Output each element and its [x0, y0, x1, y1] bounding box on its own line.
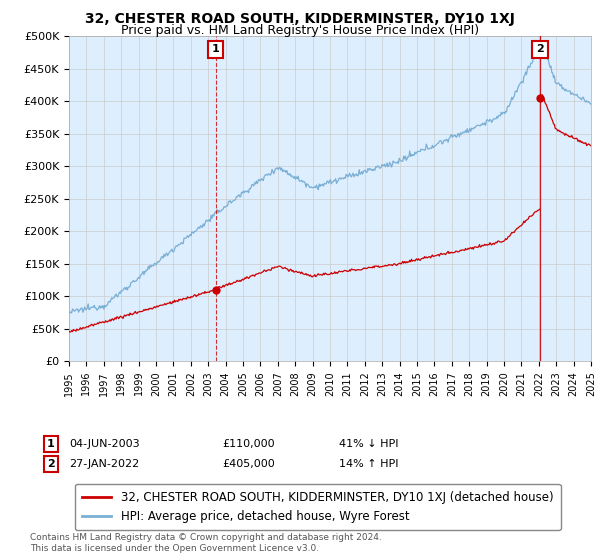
Text: Price paid vs. HM Land Registry's House Price Index (HPI): Price paid vs. HM Land Registry's House … — [121, 24, 479, 36]
Text: 14% ↑ HPI: 14% ↑ HPI — [339, 459, 398, 469]
Text: 1: 1 — [212, 44, 220, 54]
Text: 27-JAN-2022: 27-JAN-2022 — [69, 459, 139, 469]
Text: 2: 2 — [536, 44, 544, 54]
Legend: 32, CHESTER ROAD SOUTH, KIDDERMINSTER, DY10 1XJ (detached house), HPI: Average p: 32, CHESTER ROAD SOUTH, KIDDERMINSTER, D… — [75, 484, 560, 530]
Text: 1: 1 — [47, 439, 55, 449]
Text: 32, CHESTER ROAD SOUTH, KIDDERMINSTER, DY10 1XJ: 32, CHESTER ROAD SOUTH, KIDDERMINSTER, D… — [85, 12, 515, 26]
Text: Contains HM Land Registry data © Crown copyright and database right 2024.
This d: Contains HM Land Registry data © Crown c… — [30, 533, 382, 553]
Text: £405,000: £405,000 — [222, 459, 275, 469]
Text: 04-JUN-2003: 04-JUN-2003 — [69, 439, 140, 449]
Text: 2: 2 — [47, 459, 55, 469]
Text: £110,000: £110,000 — [222, 439, 275, 449]
Text: 41% ↓ HPI: 41% ↓ HPI — [339, 439, 398, 449]
